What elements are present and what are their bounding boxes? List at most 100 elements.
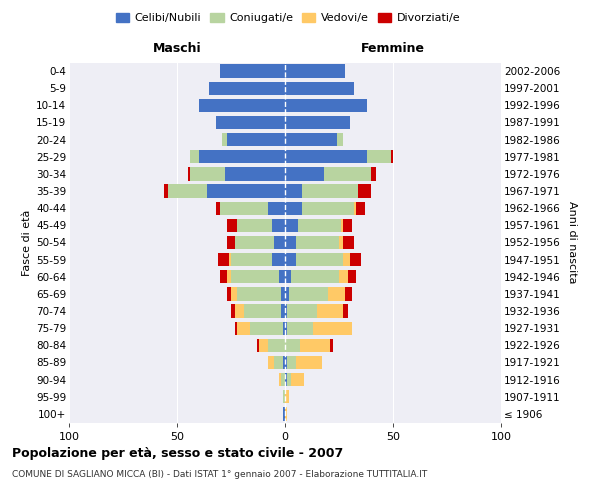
Bar bbox=[391, 150, 393, 164]
Bar bbox=[343, 236, 354, 249]
Bar bbox=[199, 98, 285, 112]
Bar bbox=[285, 218, 298, 232]
Bar bbox=[231, 287, 238, 300]
Bar bbox=[285, 184, 302, 198]
Bar bbox=[358, 184, 371, 198]
Bar bbox=[341, 218, 343, 232]
Y-axis label: Anni di nascita: Anni di nascita bbox=[567, 201, 577, 284]
Bar bbox=[229, 253, 231, 266]
Bar bbox=[331, 338, 332, 352]
Bar bbox=[227, 133, 285, 146]
Bar bbox=[235, 322, 238, 335]
Bar bbox=[272, 218, 285, 232]
Bar bbox=[235, 236, 274, 249]
Bar bbox=[285, 356, 287, 369]
Bar bbox=[220, 64, 285, 78]
Bar bbox=[244, 304, 281, 318]
Bar bbox=[328, 287, 346, 300]
Bar bbox=[259, 338, 268, 352]
Bar bbox=[346, 287, 352, 300]
Bar bbox=[188, 167, 190, 180]
Bar bbox=[285, 64, 346, 78]
Bar bbox=[350, 253, 361, 266]
Bar bbox=[343, 218, 352, 232]
Bar bbox=[339, 236, 343, 249]
Bar bbox=[296, 236, 339, 249]
Bar bbox=[337, 133, 343, 146]
Bar bbox=[285, 390, 289, 404]
Bar bbox=[257, 338, 259, 352]
Bar bbox=[296, 253, 343, 266]
Bar bbox=[250, 322, 283, 335]
Bar bbox=[285, 338, 300, 352]
Bar bbox=[164, 184, 169, 198]
Bar bbox=[371, 167, 376, 180]
Bar bbox=[268, 202, 285, 215]
Bar bbox=[238, 322, 250, 335]
Bar bbox=[224, 167, 285, 180]
Bar bbox=[324, 167, 371, 180]
Bar bbox=[296, 356, 322, 369]
Bar bbox=[302, 184, 358, 198]
Bar bbox=[289, 287, 328, 300]
Bar bbox=[285, 133, 337, 146]
Bar bbox=[216, 202, 220, 215]
Bar bbox=[268, 356, 274, 369]
Bar bbox=[190, 150, 199, 164]
Bar bbox=[283, 407, 285, 420]
Bar bbox=[281, 287, 285, 300]
Bar bbox=[356, 202, 365, 215]
Bar bbox=[285, 373, 287, 386]
Bar bbox=[287, 373, 292, 386]
Bar bbox=[278, 270, 285, 283]
Bar bbox=[347, 270, 356, 283]
Y-axis label: Fasce di età: Fasce di età bbox=[22, 210, 32, 276]
Bar bbox=[287, 356, 296, 369]
Bar bbox=[227, 270, 231, 283]
Bar bbox=[199, 150, 285, 164]
Bar bbox=[292, 373, 304, 386]
Bar bbox=[343, 304, 347, 318]
Text: Femmine: Femmine bbox=[361, 42, 425, 56]
Bar bbox=[285, 322, 287, 335]
Bar bbox=[287, 304, 317, 318]
Bar bbox=[220, 270, 227, 283]
Bar bbox=[285, 253, 296, 266]
Text: COMUNE DI SAGLIANO MICCA (BI) - Dati ISTAT 1° gennaio 2007 - Elaborazione TUTTIT: COMUNE DI SAGLIANO MICCA (BI) - Dati IST… bbox=[12, 470, 427, 479]
Bar bbox=[231, 270, 278, 283]
Bar bbox=[285, 287, 289, 300]
Bar bbox=[354, 202, 356, 215]
Bar bbox=[339, 270, 347, 283]
Bar bbox=[235, 304, 244, 318]
Legend: Celibi/Nubili, Coniugati/e, Vedovi/e, Divorziati/e: Celibi/Nubili, Coniugati/e, Vedovi/e, Di… bbox=[112, 8, 464, 28]
Bar bbox=[285, 407, 287, 420]
Bar bbox=[367, 150, 391, 164]
Bar bbox=[169, 184, 207, 198]
Bar bbox=[313, 322, 352, 335]
Bar bbox=[274, 356, 283, 369]
Bar bbox=[207, 184, 285, 198]
Bar bbox=[281, 304, 285, 318]
Bar bbox=[285, 270, 292, 283]
Bar bbox=[285, 167, 324, 180]
Bar bbox=[285, 116, 350, 129]
Bar bbox=[292, 270, 339, 283]
Bar bbox=[190, 167, 224, 180]
Text: Popolazione per età, sesso e stato civile - 2007: Popolazione per età, sesso e stato civil… bbox=[12, 448, 343, 460]
Bar bbox=[274, 236, 285, 249]
Text: Maschi: Maschi bbox=[152, 42, 202, 56]
Bar bbox=[223, 133, 227, 146]
Bar bbox=[285, 202, 302, 215]
Bar bbox=[283, 356, 285, 369]
Bar bbox=[227, 236, 235, 249]
Bar bbox=[278, 373, 281, 386]
Bar bbox=[218, 253, 229, 266]
Bar bbox=[272, 253, 285, 266]
Bar bbox=[209, 82, 285, 95]
Bar bbox=[238, 287, 281, 300]
Bar bbox=[298, 218, 341, 232]
Bar bbox=[231, 304, 235, 318]
Bar bbox=[300, 338, 331, 352]
Bar bbox=[268, 338, 285, 352]
Bar bbox=[227, 218, 238, 232]
